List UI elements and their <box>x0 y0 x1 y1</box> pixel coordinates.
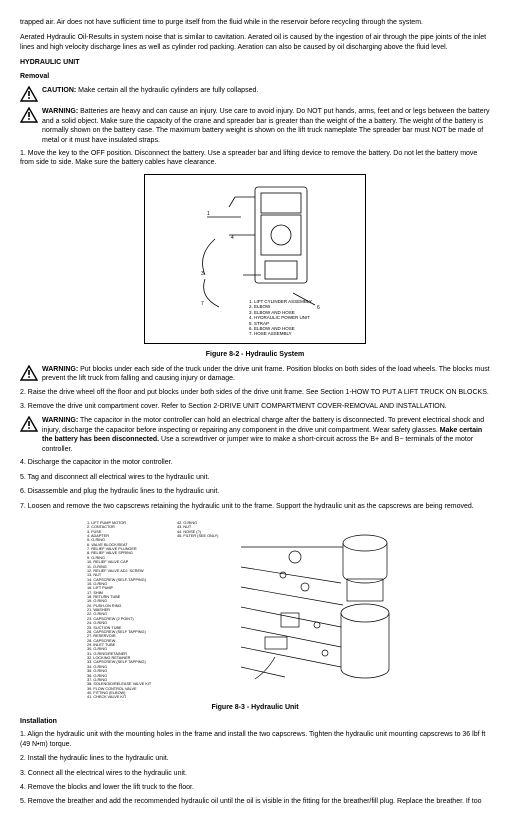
intro-text-1: trapped air. Air does not have sufficien… <box>20 18 490 27</box>
install-step-4: 4. Remove the blocks and lower the lift … <box>20 783 490 792</box>
figure-8-3-wrap: 1. LIFT PUMP MOTOR2. CONTACTOR3. FUSE4. … <box>20 517 490 713</box>
warning-2-text: WARNING: Put blocks under each side of t… <box>42 365 490 384</box>
caution-text: CAUTION: Make certain all the hydraulic … <box>42 86 490 95</box>
figure-8-2: 1 4 6 3 7 1. LIFT CYLINDER ASSEMBLY2. EL… <box>144 174 366 344</box>
removal-heading: Removal <box>20 72 490 81</box>
caution-triangle-icon <box>20 86 38 102</box>
svg-text:3: 3 <box>201 271 204 277</box>
removal-step-3: 3. Remove the drive unit compartment cov… <box>20 402 490 411</box>
svg-text:4: 4 <box>231 235 234 241</box>
figure-8-3-caption: Figure 8-3 - Hydraulic Unit <box>20 703 490 712</box>
figure-8-3-legend-right: 42. O-RING43. NUT44. NOISE (?)45. FILTER… <box>177 521 237 538</box>
warning-3-body-a: The capacitor in the motor controller ca… <box>42 417 484 433</box>
warning-label: WARNING: <box>42 366 78 373</box>
figure-8-2-caption: Figure 8-2 - Hydraulic System <box>20 350 490 359</box>
install-step-1: 1. Align the hydraulic unit with the mou… <box>20 730 490 749</box>
removal-step-7: 7. Loosen and remove the two capscrews r… <box>20 502 490 511</box>
warning-triangle-icon <box>20 107 38 123</box>
figure-8-2-legend: 1. LIFT CYLINDER ASSEMBLY2. ELBOW3. ELBO… <box>249 299 312 337</box>
warning-label: WARNING: <box>42 417 78 424</box>
removal-step-6: 6. Disassemble and plug the hydraulic li… <box>20 487 490 496</box>
warning-2-body: Put blocks under each side of the truck … <box>42 366 490 382</box>
warning-2-block: WARNING: Put blocks under each side of t… <box>20 365 490 384</box>
warning-3-block: WARNING: The capacitor in the motor cont… <box>20 416 490 454</box>
figure-8-3-legend-left: 1. LIFT PUMP MOTOR2. CONTACTOR3. FUSE4. … <box>87 521 177 700</box>
figure-8-2-wrap: 1 4 6 3 7 1. LIFT CYLINDER ASSEMBLY2. EL… <box>20 174 490 360</box>
install-step-5: 5. Remove the breather and add the recom… <box>20 797 490 806</box>
warning-3-text: WARNING: The capacitor in the motor cont… <box>42 416 490 454</box>
removal-step-2: 2. Raise the drive wheel off the floor a… <box>20 388 490 397</box>
removal-step-1: 1. Move the key to the OFF position. Dis… <box>20 149 490 168</box>
install-step-3: 3. Connect all the electrical wires to t… <box>20 769 490 778</box>
svg-text:1: 1 <box>207 211 210 217</box>
warning-1-block: WARNING: Batteries are heavy and can cau… <box>20 107 490 145</box>
hydraulic-unit-heading: HYDRAULIC UNIT <box>20 58 490 67</box>
warning-1-body: Batteries are heavy and can cause an inj… <box>42 108 489 143</box>
removal-step-5: 5. Tag and disconnect all electrical wir… <box>20 473 490 482</box>
warning-label: WARNING: <box>42 108 78 115</box>
install-step-2: 2. Install the hydraulic lines to the hy… <box>20 754 490 763</box>
caution-body: Make certain all the hydraulic cylinders… <box>76 87 258 94</box>
warning-triangle-icon <box>20 416 38 432</box>
warning-1-text: WARNING: Batteries are heavy and can cau… <box>42 107 490 145</box>
caution-block: CAUTION: Make certain all the hydraulic … <box>20 86 490 102</box>
svg-text:6: 6 <box>317 305 320 311</box>
intro-text-2: Aerated Hydraulic Oil-Results in system … <box>20 33 490 52</box>
svg-text:7: 7 <box>201 301 204 307</box>
caution-label: CAUTION: <box>42 87 76 94</box>
warning-triangle-icon <box>20 365 38 381</box>
removal-step-4: 4. Discharge the capacitor in the motor … <box>20 458 490 467</box>
figure-8-3: 1. LIFT PUMP MOTOR2. CONTACTOR3. FUSE4. … <box>85 517 425 697</box>
